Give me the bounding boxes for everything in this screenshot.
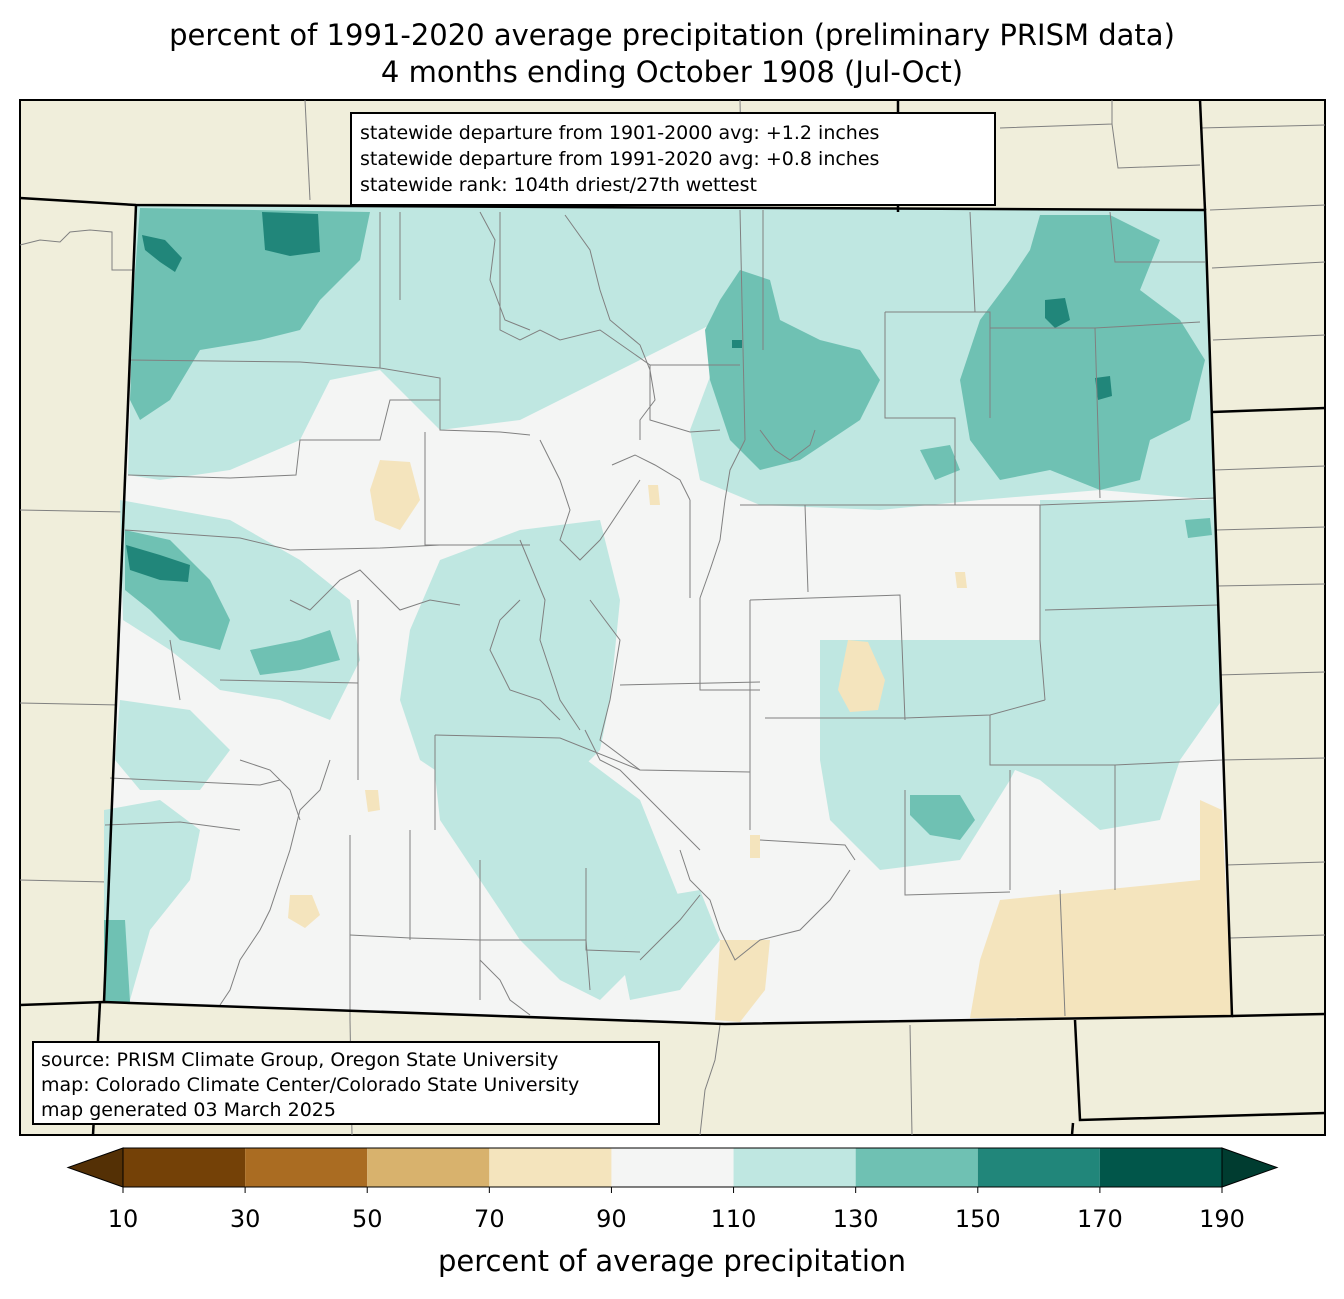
colorbar-tick-label: 130 [832, 1205, 879, 1233]
precip-70-90-zones [288, 460, 1232, 1022]
colorbar-bin-70-90 [489, 1148, 612, 1187]
colorbar-tick-label: 10 [107, 1205, 139, 1233]
stats-rank: statewide rank: 104th driest/27th wettes… [360, 174, 757, 196]
colorbar-tick-label: 110 [710, 1205, 757, 1233]
colorbar-bin-30-50 [245, 1148, 368, 1187]
colorbar-bin-110-130 [733, 1148, 856, 1187]
colorbar-bin-10-30 [123, 1148, 246, 1187]
colorbar-tick-label: 190 [1199, 1205, 1245, 1233]
precip-150-170-zones [126, 212, 1112, 582]
statewide-stats-box: statewide departure from 1901-2000 avg: … [350, 112, 996, 206]
source-map-credit: map: Colorado Climate Center/Colorado St… [41, 1074, 580, 1096]
neighbor-county-lines [19, 99, 1326, 1136]
colorbar-bin-150-170 [977, 1148, 1100, 1187]
map-title: percent of 1991-2020 average precipitati… [169, 18, 1175, 52]
colorbar-tick-label: 30 [229, 1205, 261, 1233]
colorbar-label: percent of average precipitation [437, 1244, 907, 1278]
colorbar-frame [122, 1147, 1223, 1188]
colorbar-under-arrow [66, 1147, 124, 1188]
colorbar-bin-50-70 [367, 1148, 490, 1187]
colorbar-tick-label: 170 [1076, 1205, 1123, 1233]
colorbar-bin-130-150 [855, 1148, 978, 1187]
source-generated-date: map generated 03 March 2025 [41, 1099, 336, 1121]
stats-departure-1991-2020: statewide departure from 1991-2020 avg: … [360, 148, 880, 170]
colorbar-tick-label: 70 [474, 1205, 505, 1233]
colorbar [66, 1147, 1279, 1193]
colorbar-bin-170-190 [1099, 1148, 1222, 1187]
stats-departure-1901-2000: statewide departure from 1901-2000 avg: … [360, 122, 880, 144]
source-prism: source: PRISM Climate Group, Oregon Stat… [41, 1049, 559, 1071]
colorbar-over-arrow [1221, 1147, 1279, 1188]
colorbar-tick-label: 90 [596, 1205, 627, 1233]
source-box: source: PRISM Climate Group, Oregon Stat… [32, 1041, 660, 1125]
map-subtitle: 4 months ending October 1908 (Jul-Oct) [380, 55, 964, 89]
colorbar-bin-90-110 [611, 1148, 734, 1187]
colorbar-tick-label: 150 [954, 1205, 1001, 1233]
county-lines [104, 209, 1223, 1020]
winding-county-lines [219, 211, 851, 1016]
colorbar-tick-label: 50 [351, 1205, 383, 1233]
